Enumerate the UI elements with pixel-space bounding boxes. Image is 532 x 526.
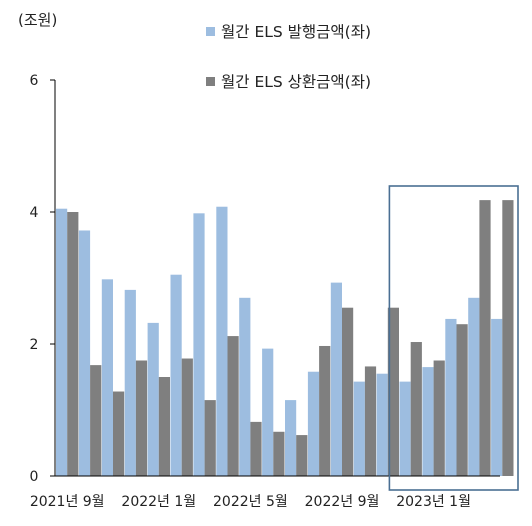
bar-redemption [90,365,102,476]
bar-redemption [204,400,216,476]
y-tick-label: 6 [30,73,39,89]
legend-swatch-issuance [206,26,215,36]
bar-redemption [456,324,468,476]
bar-redemption [181,358,193,476]
bar-redemption [364,366,377,476]
bar-issuance [468,297,480,476]
legend-label-issuance: 월간 ELS 발행금액(좌) [221,23,372,41]
bar-issuance [445,318,457,476]
bar-redemption [410,342,422,476]
highlight-box [388,185,519,491]
bar-issuance [56,208,68,476]
x-tick-label: 2022년 5월 [213,494,288,510]
bar-issuance [491,318,503,476]
legend-label-redemption: 월간 ELS 상환금액(좌) [221,73,372,91]
y-tick-label: 0 [30,469,39,485]
bar-redemption [433,360,445,476]
bar-issuance [193,213,205,476]
x-tick-label: 2022년 1월 [121,494,196,510]
bar-redemption [250,421,262,476]
bar-issuance [285,400,297,476]
bar-redemption [158,377,170,476]
bar-redemption [273,431,285,476]
bar-issuance [78,230,91,476]
bar-redemption [479,200,491,476]
bar-redemption [502,200,514,476]
bar-issuance [399,381,411,476]
unit-label: (조원) [18,11,58,29]
bar-issuance [124,289,136,476]
bar-redemption [113,391,125,476]
bar-issuance [101,279,113,476]
bar-issuance [330,282,342,476]
bar-issuance [216,206,228,476]
bar-issuance [422,367,434,476]
bar-redemption [387,307,399,476]
bar-issuance [307,371,320,476]
bar-redemption [296,435,308,476]
bar-issuance [239,297,251,476]
legend-redemption: 월간 ELS 상환금액(좌) [206,70,371,92]
bar-issuance [376,373,388,476]
bar-issuance [262,348,274,476]
bar-redemption [342,307,354,476]
bar-redemption [227,336,239,476]
bar-redemption [319,345,331,476]
y-tick-label: 2 [30,337,39,353]
x-tick-label: 2021년 9월 [30,494,105,510]
legend-swatch-redemption [206,76,215,86]
bar-redemption [67,212,79,476]
legend-issuance: 월간 ELS 발행금액(좌) [206,20,371,42]
bar-issuance [170,274,182,476]
x-tick-label: 2022년 9월 [305,494,380,510]
bar-redemption [135,360,148,476]
x-tick-label: 2023년 1월 [396,494,471,510]
bar-issuance [147,322,159,476]
bar-issuance [353,381,365,476]
y-tick-label: 4 [30,205,39,221]
